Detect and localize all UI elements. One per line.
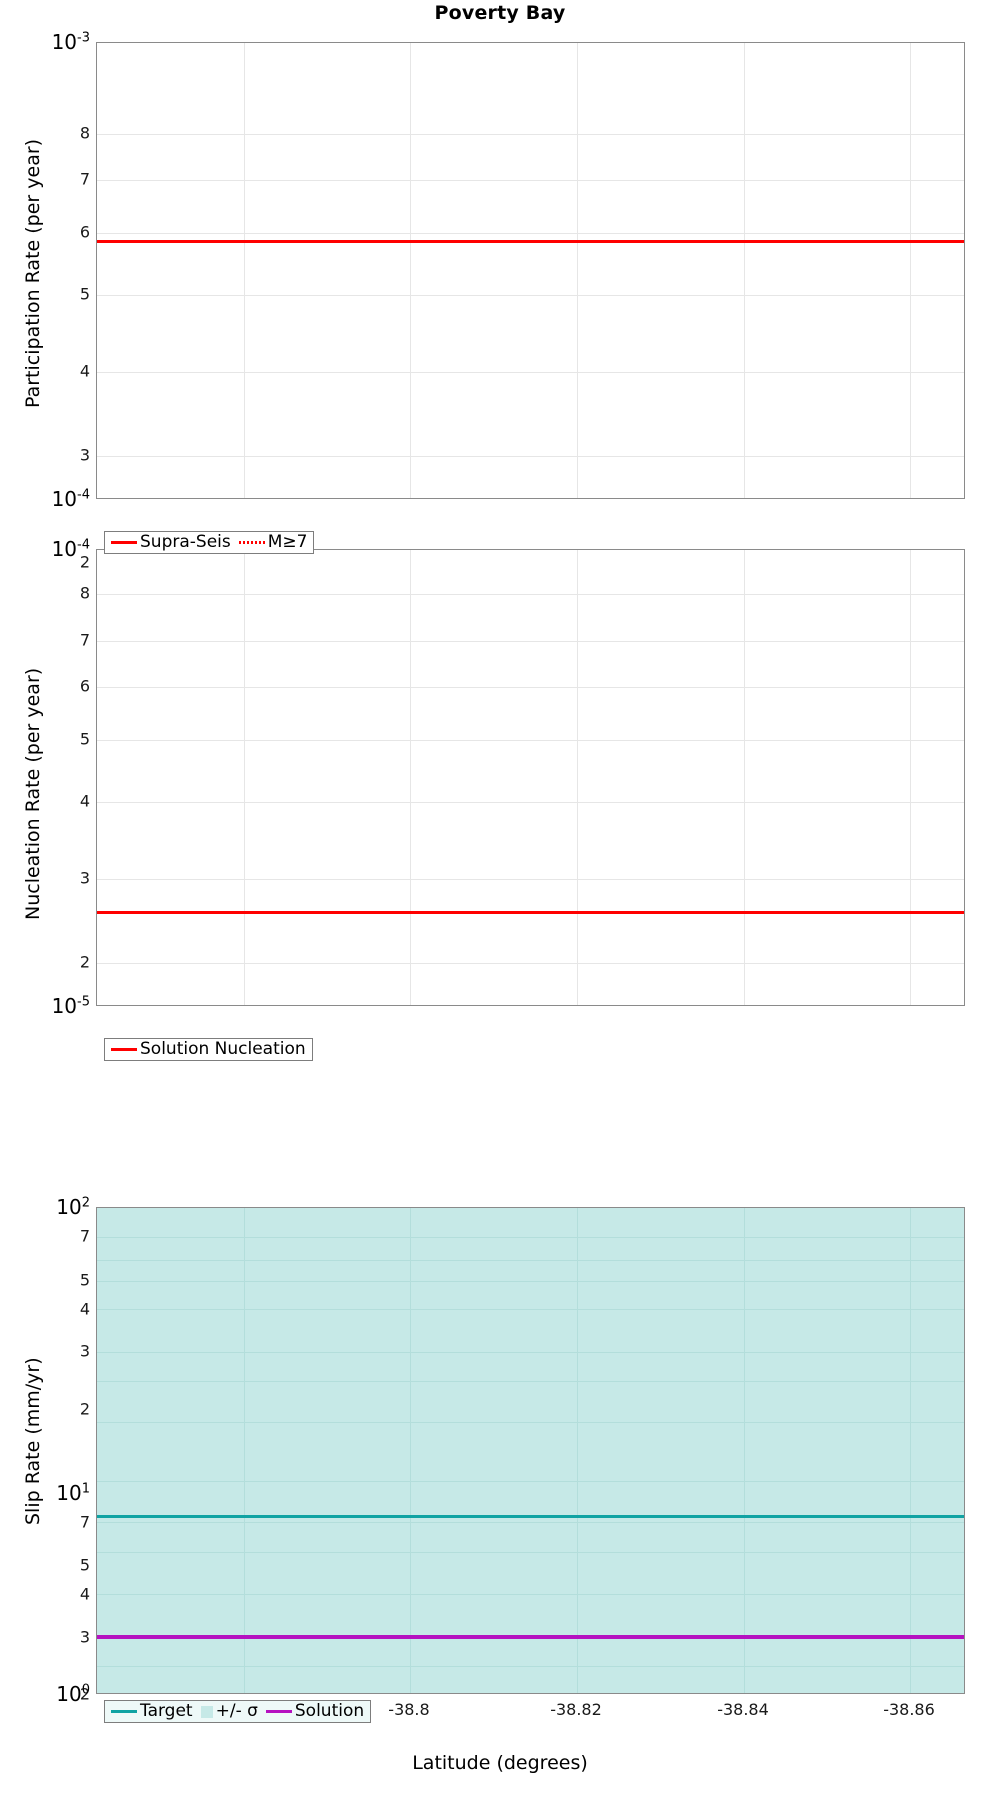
gridline-v [410,43,411,498]
nucleation-rate-axis-label: Nucleation Rate (per year) [22,667,44,920]
gridline-h [97,687,964,688]
chart-title: Poverty Bay [434,2,566,24]
legend-label: Supra-Seis [140,532,231,552]
legend-item-solution: Solution [265,1701,365,1721]
ytick-upper-4: 4 [79,1299,90,1319]
gridline-v [410,550,411,1005]
ytick-8: 8 [79,583,90,603]
nucleation-legend: Solution Nucleation [104,1038,313,1061]
ytick-5: 5 [79,284,90,304]
legend-label: Target [140,1701,193,1721]
x-axis-label: Latitude (degrees) [412,1752,588,1774]
slip-rate-legend: Target +/- σ Solution [104,1700,372,1723]
legend-label: M≥7 [267,532,308,552]
ytick-7: 7 [79,169,90,189]
gridline-h [97,180,964,181]
ytick-1e0: 100 [56,1682,90,1706]
ytick-7: 7 [79,630,90,650]
gridline-v [244,43,245,498]
gridline-h [97,879,964,880]
gridline-v [577,43,578,498]
gridline-h [97,802,964,803]
legend-item-m-ge-7: M≥7 [238,532,308,552]
gridline-v [244,550,245,1005]
gridline-h [97,372,964,373]
ytick-4: 4 [79,361,90,381]
gridline-v [910,43,911,498]
ytick-1e1: 101 [56,1481,90,1505]
ytick-1e-4: 10-4 [51,537,90,561]
ytick-lower-2: 2 [79,1684,90,1704]
ytick-4: 4 [79,791,90,811]
target-swatch-icon [111,1710,137,1713]
slip-rate-plot-area [96,1207,965,1694]
xtick-1: -38.8 [388,1700,430,1719]
gridline-h [97,233,964,234]
participation-rate-plot-area [96,42,965,499]
legend-item-target: Target [111,1703,193,1720]
nucleation-rate-plot-area [96,549,965,1006]
gridline-v [577,550,578,1005]
target-slip-rate-line [97,1515,964,1518]
m-ge-7-swatch-icon [238,541,265,544]
ytick-upper-5: 5 [79,1270,90,1290]
ytick-3: 3 [79,445,90,465]
slip-rate-axis-label: Slip Rate (mm/yr) [22,1357,44,1525]
legend-item-sigma: +/- σ [200,1701,258,1721]
ytick-2: 2 [79,952,90,972]
gridline-v [744,550,745,1005]
participation-legend: Supra-Seis M≥7 [104,531,315,554]
gridline-h [97,594,964,595]
legend-label: Solution Nucleation [140,1039,306,1059]
ytick-lower-5: 5 [79,1555,90,1575]
ytick-lower-4: 4 [79,1584,90,1604]
supra-seis-swatch-icon [111,541,137,544]
ytick-2: 2 [79,552,90,572]
xtick-4: -38.86 [883,1700,935,1719]
ytick-lower-3: 3 [79,1627,90,1647]
xtick-3: -38.84 [717,1700,769,1719]
ytick-5: 5 [79,729,90,749]
ytick-8: 8 [79,123,90,143]
ytick-1e-5: 10-5 [51,994,90,1018]
gridline-h [97,295,964,296]
ytick-upper-3: 3 [79,1341,90,1361]
xtick-2: -38.82 [550,1700,602,1719]
ytick-6: 6 [79,676,90,696]
ytick-lower-7: 7 [79,1512,90,1532]
gridline-v [744,43,745,498]
gridline-v [910,550,911,1005]
ytick-6: 6 [79,222,90,242]
legend-item-supra-seis: Supra-Seis [111,534,231,551]
ytick-1e-3: 10-3 [51,30,90,54]
ytick-upper-2: 2 [79,1399,90,1419]
gridline-h [97,963,964,964]
m-ge-7-line [97,240,964,243]
ytick-1e-4: 10-4 [51,487,90,511]
gridline-h [97,740,964,741]
gridline-h [97,456,964,457]
legend-item-solution-nucleation: Solution Nucleation [111,1041,306,1058]
legend-label: +/- σ [215,1701,258,1721]
legend-label: Solution [294,1701,365,1721]
gridline-h [97,134,964,135]
solution-slip-rate-line [97,1635,964,1639]
sigma-band-swatch-icon [200,1705,213,1718]
ytick-1e2: 102 [56,1195,90,1219]
solution-nucleation-swatch-icon [111,1048,137,1051]
ytick-3: 3 [79,868,90,888]
gridline-h [97,641,964,642]
solution-nucleation-line [97,911,964,914]
solution-swatch-icon [265,1709,292,1714]
sigma-uncertainty-band [97,1208,964,1693]
participation-rate-axis-label: Participation Rate (per year) [22,138,44,408]
ytick-upper-7: 7 [79,1226,90,1246]
